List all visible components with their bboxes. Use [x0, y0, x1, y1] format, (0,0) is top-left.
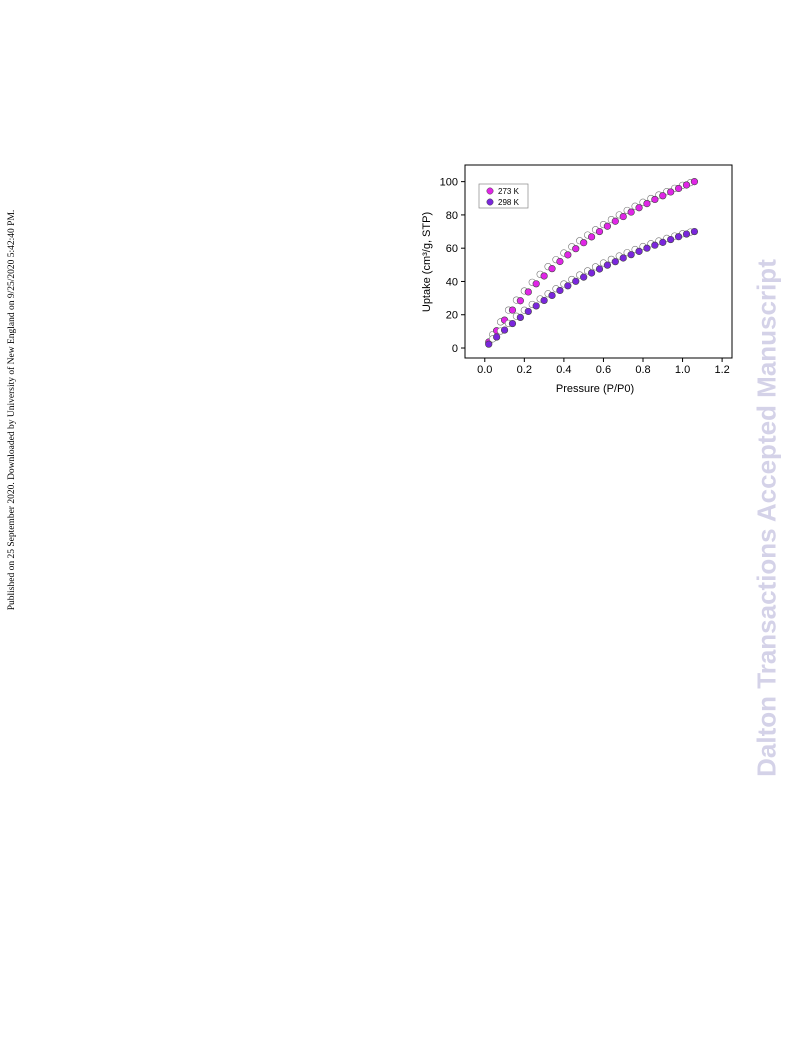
adsorption-point	[540, 296, 548, 305]
adsorption-point	[508, 306, 517, 314]
adsorption-point	[556, 257, 564, 266]
y-tick-label: 40	[446, 276, 458, 288]
adsorption-point	[619, 212, 627, 221]
adsorption-point	[690, 178, 699, 186]
adsorption-point	[667, 235, 675, 244]
adsorption-point	[643, 200, 651, 208]
adsorption-point	[572, 245, 580, 253]
y-axis-title: Uptake (cm³/g, STP)	[421, 212, 433, 312]
adsorption-point	[540, 272, 548, 280]
legend-marker	[486, 187, 494, 195]
x-tick-label: 0.4	[556, 364, 571, 376]
adsorption-point	[485, 340, 493, 348]
adsorption-point	[500, 326, 509, 334]
y-tick-label: 80	[446, 210, 458, 222]
adsorption-point	[493, 333, 501, 341]
adsorption-point	[595, 265, 604, 273]
adsorption-point	[611, 217, 619, 225]
adsorption-point	[595, 227, 604, 236]
adsorption-point	[674, 233, 683, 241]
adsorption-point	[659, 192, 667, 200]
y-tick-label: 20	[446, 310, 458, 322]
legend-box	[478, 183, 529, 209]
legend-label: 298 K	[498, 198, 520, 207]
x-tick-label: 0.8	[635, 364, 650, 376]
adsorption-point	[556, 286, 564, 295]
adsorption-point	[524, 288, 532, 296]
adsorption-point	[627, 251, 635, 259]
adsorption-point	[548, 291, 556, 300]
adsorption-point	[651, 241, 659, 249]
legend-marker	[486, 198, 494, 206]
adsorption-point	[635, 247, 643, 255]
adsorption-point	[619, 254, 627, 262]
x-tick-label: 0.2	[517, 364, 532, 376]
adsorption-point	[651, 195, 659, 204]
x-axis-title: Pressure (P/P0)	[556, 383, 634, 395]
x-tick-label: 1.0	[675, 364, 690, 376]
adsorption-point	[587, 269, 596, 277]
x-tick-label: 0.0	[477, 364, 492, 376]
adsorption-point	[587, 233, 596, 241]
adsorption-point	[682, 230, 691, 238]
adsorption-point	[532, 280, 540, 288]
x-tick-label: 1.2	[714, 364, 729, 376]
adsorption-point	[627, 208, 635, 216]
adsorption-point	[564, 282, 572, 290]
plot-frame	[464, 164, 733, 359]
y-tick-label: 100	[440, 177, 458, 189]
adsorption-point	[667, 188, 675, 196]
adsorption-point	[580, 239, 588, 247]
adsorption-point	[524, 307, 532, 316]
legend-label: 273 K	[498, 187, 520, 196]
x-tick-label: 0.6	[596, 364, 611, 376]
adsorption-point	[572, 277, 580, 285]
adsorption-point	[516, 297, 524, 305]
adsorption-point	[611, 258, 619, 266]
adsorption-point	[532, 302, 540, 310]
adsorption-point	[635, 204, 643, 212]
adsorption-point	[603, 261, 612, 269]
adsorption-point	[516, 313, 524, 322]
adsorption-point	[603, 222, 612, 230]
adsorption-point	[508, 319, 517, 328]
adsorption-point	[659, 238, 667, 246]
adsorption-point	[564, 251, 572, 259]
adsorption-point	[682, 181, 691, 189]
adsorption-point	[580, 273, 588, 281]
adsorption-point	[674, 184, 683, 193]
y-tick-label: 0	[452, 343, 458, 355]
adsorption-point	[690, 227, 699, 236]
y-tick-label: 60	[446, 243, 458, 255]
adsorption-point	[548, 265, 556, 273]
adsorption-point	[643, 244, 651, 252]
